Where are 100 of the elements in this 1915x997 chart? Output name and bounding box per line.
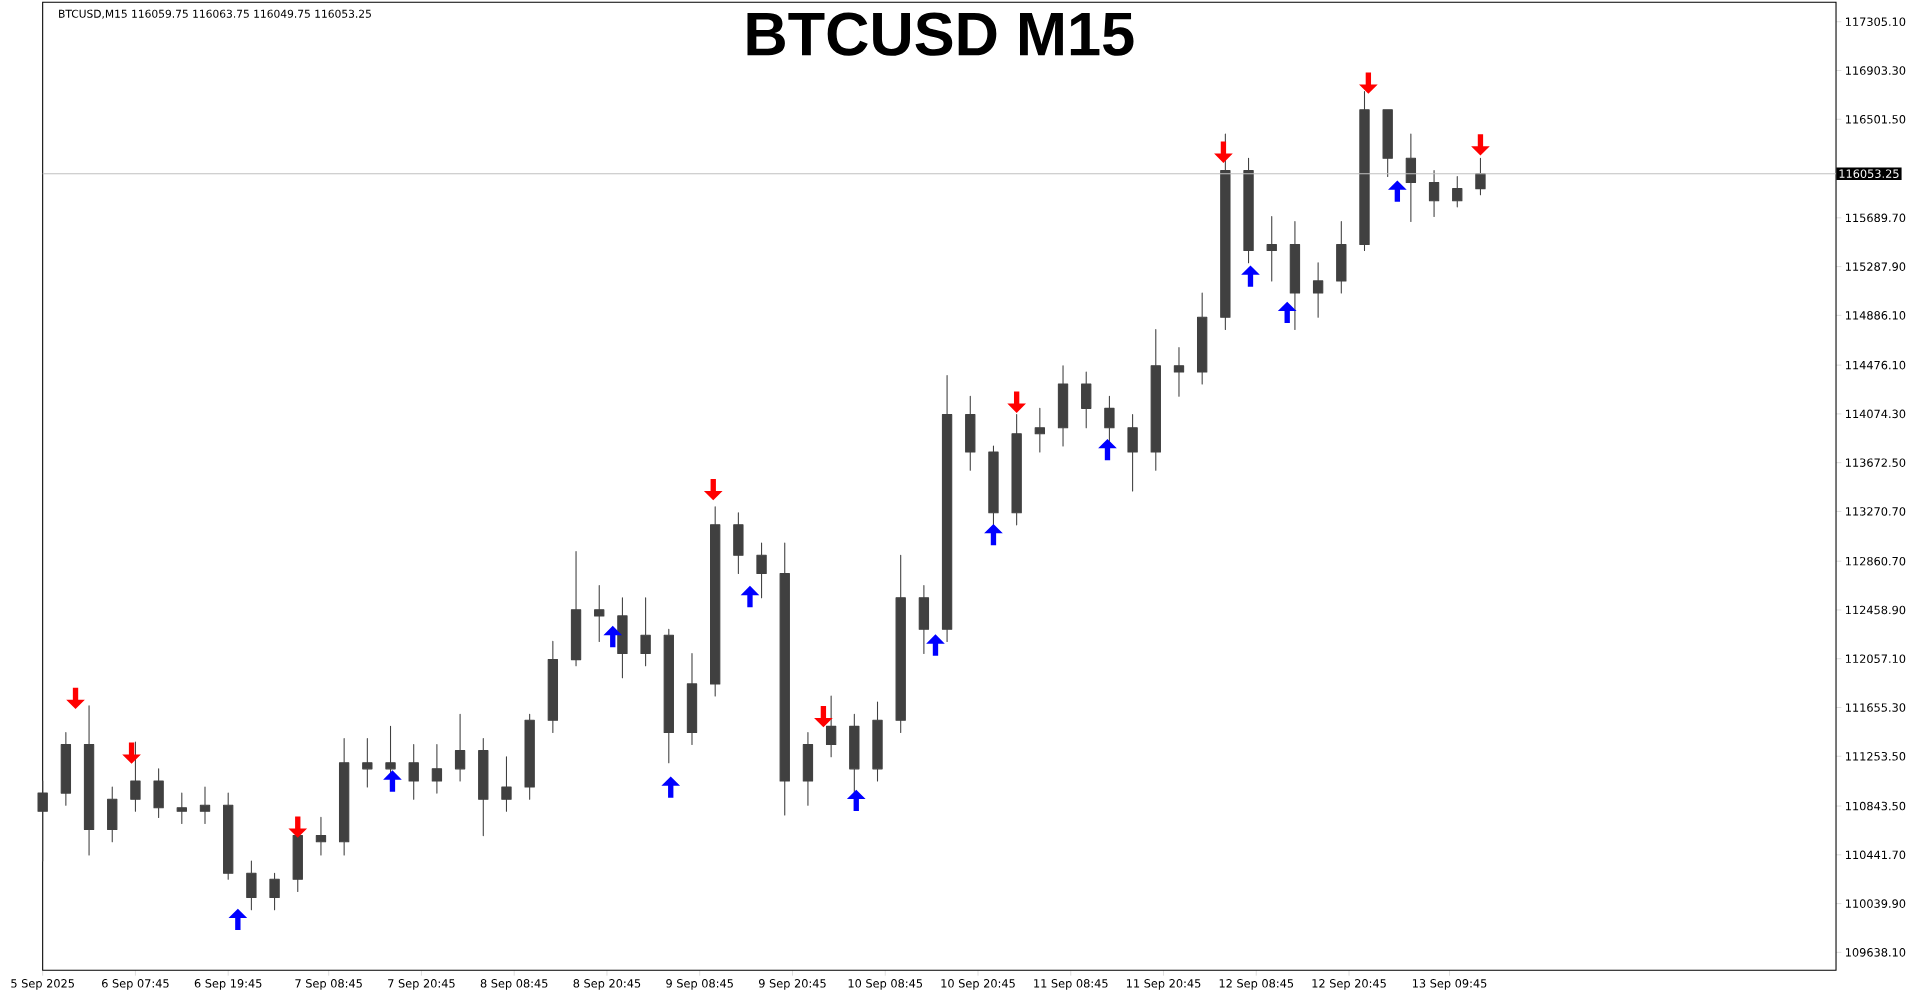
candlestick [431, 744, 443, 794]
y-tick-label: 112860.70 [1845, 556, 1906, 566]
candlestick [756, 542, 767, 599]
y-tick-label: 110441.70 [1845, 850, 1906, 860]
y-tick-label: 110039.90 [1845, 899, 1906, 908]
y-tick-label: 117305.10 [1845, 17, 1906, 27]
ref-line-label: 116053.25 [1839, 169, 1899, 178]
candlestick [825, 695, 837, 758]
candlestick [1127, 413, 1138, 492]
candlestick [895, 554, 906, 733]
candlestick [524, 713, 535, 800]
candlestick [315, 816, 327, 856]
point [66, 687, 85, 710]
chart-title: BTCUSD M15 [747, 12, 1134, 56]
y-tick-label: 112057.10 [1845, 654, 1906, 664]
y-tick-label: 113672.50 [1845, 458, 1906, 467]
candlestick [130, 741, 141, 812]
y-tick-label: 113270.70 [1845, 507, 1906, 516]
candlestick [594, 585, 605, 642]
y-tick-label: 114074.30 [1845, 409, 1906, 419]
point [926, 634, 945, 656]
point [1359, 72, 1378, 94]
candlestick [176, 792, 187, 824]
candlestick [872, 701, 883, 782]
candlestick [640, 597, 651, 667]
y-tick-label: 114886.10 [1845, 311, 1906, 320]
point [1241, 265, 1260, 287]
candlestick [1196, 292, 1208, 385]
point [814, 705, 833, 728]
x-tick-label: 9 Sep 08:45 [666, 979, 733, 990]
point [703, 479, 723, 501]
candlestick [1220, 133, 1231, 330]
candlestick [1150, 328, 1161, 471]
x-tick-label: 7 Sep 20:45 [388, 979, 455, 990]
y-tick-label: 112458.90 [1845, 605, 1906, 615]
x-tick-label: 11 Sep 20:45 [1126, 979, 1201, 990]
candlestick [918, 585, 930, 655]
y-tick-label: 116903.30 [1845, 66, 1906, 75]
candlestick [1034, 407, 1046, 453]
point [288, 816, 308, 838]
x-tick-label: 11 Sep 08:45 [1034, 979, 1108, 990]
annotation: BTCUSD,M15 116059.75 116063.75 116049.75 116053.25 [59, 9, 371, 19]
point [984, 523, 1003, 546]
point [1098, 438, 1117, 461]
point [1214, 141, 1233, 163]
candlestick [1336, 220, 1347, 294]
point [228, 908, 248, 931]
point [1277, 301, 1297, 324]
candlestick [60, 731, 72, 806]
candlestick [663, 628, 674, 764]
candlestick [37, 780, 48, 862]
x-tick-label: 5 Sep 2025 [11, 979, 74, 990]
y-tick-label: 115689.70 [1845, 213, 1906, 223]
x-tick-label: 12 Sep 08:45 [1219, 979, 1294, 990]
point [122, 742, 141, 764]
candlestick [965, 395, 976, 471]
x-tick-label: 13 Sep 09:45 [1412, 979, 1487, 990]
candlestick [338, 737, 350, 856]
y-tick-label: 111253.50 [1845, 752, 1906, 761]
candlestick [1243, 157, 1254, 264]
x-tick-label: 6 Sep 19:45 [194, 979, 262, 990]
candlestick [199, 786, 211, 824]
candlestick [454, 713, 466, 782]
candlestick [686, 652, 698, 746]
point [1388, 180, 1407, 202]
candlestick [570, 551, 582, 667]
y-tick-label: 109638.10 [1845, 948, 1906, 957]
candlestick [408, 744, 419, 800]
point [1007, 391, 1026, 413]
point [661, 776, 681, 798]
candlestick [1011, 413, 1022, 526]
candlestick [107, 786, 118, 843]
candlestick [779, 542, 790, 816]
y-tick-label: 114476.10 [1845, 360, 1906, 370]
candlestick [1428, 169, 1440, 218]
candlestick [223, 792, 234, 880]
point [1471, 134, 1490, 156]
x-tick-label: 12 Sep 20:45 [1312, 979, 1386, 990]
candlestick [246, 860, 257, 911]
candlestick [802, 731, 814, 806]
candlestick [849, 713, 860, 794]
candlestick [269, 872, 280, 911]
y-tick-label: 115287.90 [1845, 262, 1906, 271]
candlestick [1475, 157, 1486, 196]
candlestick [501, 756, 512, 812]
candlestick [1173, 347, 1185, 397]
candlestick [1081, 371, 1092, 429]
candlestick [1405, 133, 1417, 222]
point [603, 625, 623, 648]
x-tick-label: 10 Sep 20:45 [941, 979, 1015, 990]
y-tick-label: 110843.50 [1845, 801, 1906, 811]
candlestick [362, 737, 373, 788]
candlestick [83, 705, 95, 856]
candlestick [1266, 216, 1277, 282]
point [846, 789, 866, 812]
y-tick-label: 116501.50 [1845, 115, 1906, 124]
candlestick [1289, 220, 1301, 330]
candlestick [710, 506, 721, 697]
candlestick [1452, 175, 1463, 208]
x-tick-label: 10 Sep 08:45 [848, 979, 923, 990]
